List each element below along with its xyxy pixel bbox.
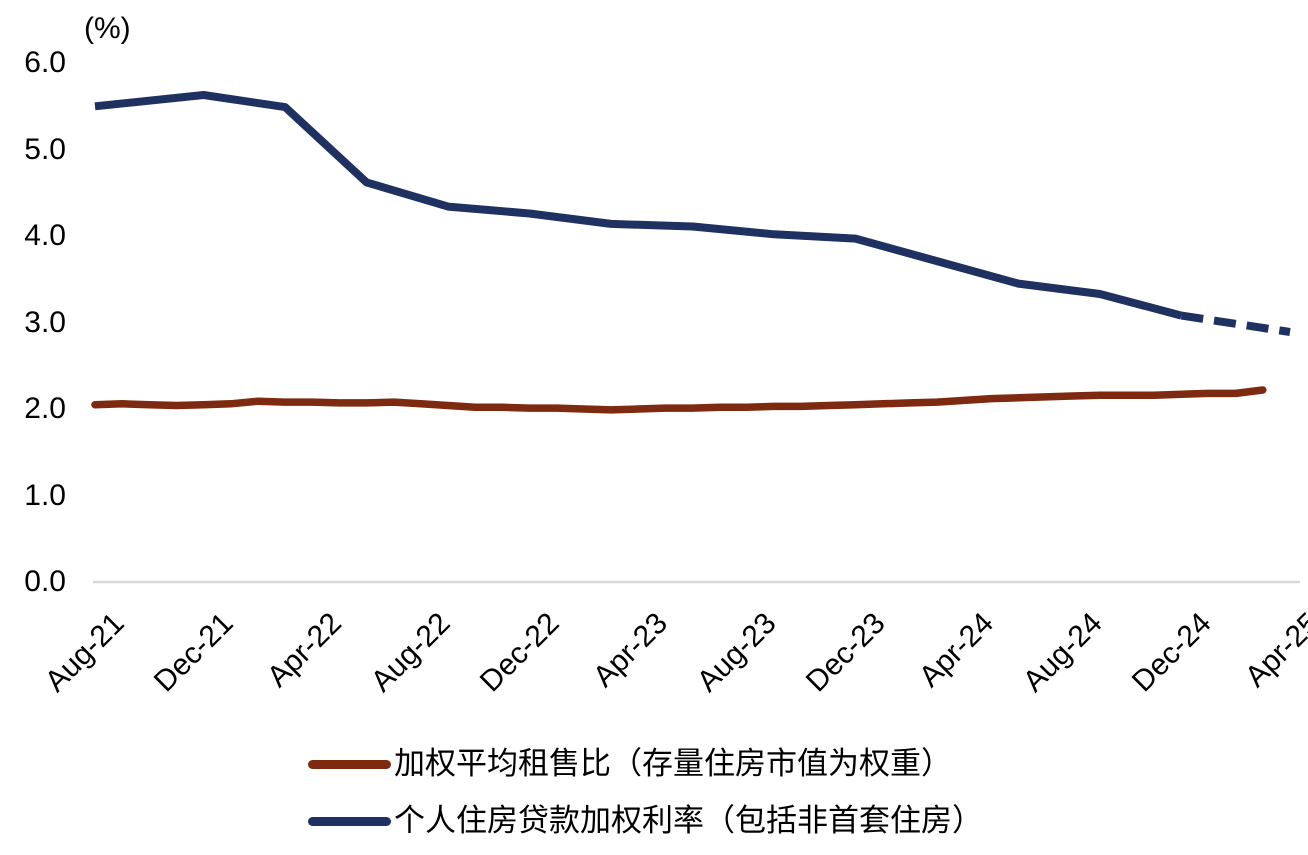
y-tick-label: 1.0: [24, 478, 66, 512]
y-tick-label: 6.0: [24, 46, 66, 79]
rent-to-price-ratio-line: [91, 386, 1267, 414]
y-tick-label: 4.0: [24, 219, 66, 252]
legend-item-rent-ratio: 加权平均租售比（存量住房市值为权重）: [308, 742, 983, 786]
legend-label-rent-ratio: 加权平均租售比（存量住房市值为权重）: [394, 746, 952, 781]
legend-swatch-rent-ratio: [308, 759, 391, 769]
legend-swatch-mortgage-rate: [308, 816, 391, 826]
y-tick-label: 0.0: [24, 565, 66, 598]
mortgage-rate-line-solid: [94, 91, 1183, 320]
y-tick-label: 2.0: [24, 392, 66, 425]
legend-item-mortgage-rate: 个人住房贷款加权利率（包括非首套住房）: [308, 799, 983, 843]
legend-label-mortgage-rate: 个人住房贷款加权利率（包括非首套住房）: [394, 803, 983, 838]
y-tick-label: 5.0: [24, 132, 66, 166]
legend: 加权平均租售比（存量住房市值为权重） 个人住房贷款加权利率（包括非首套住房）: [308, 742, 983, 843]
y-axis-unit-label: (%): [84, 12, 131, 45]
y-tick-label: 3.0: [24, 305, 66, 339]
mortgage-rate-line-dashed-forecast: [1180, 311, 1291, 336]
